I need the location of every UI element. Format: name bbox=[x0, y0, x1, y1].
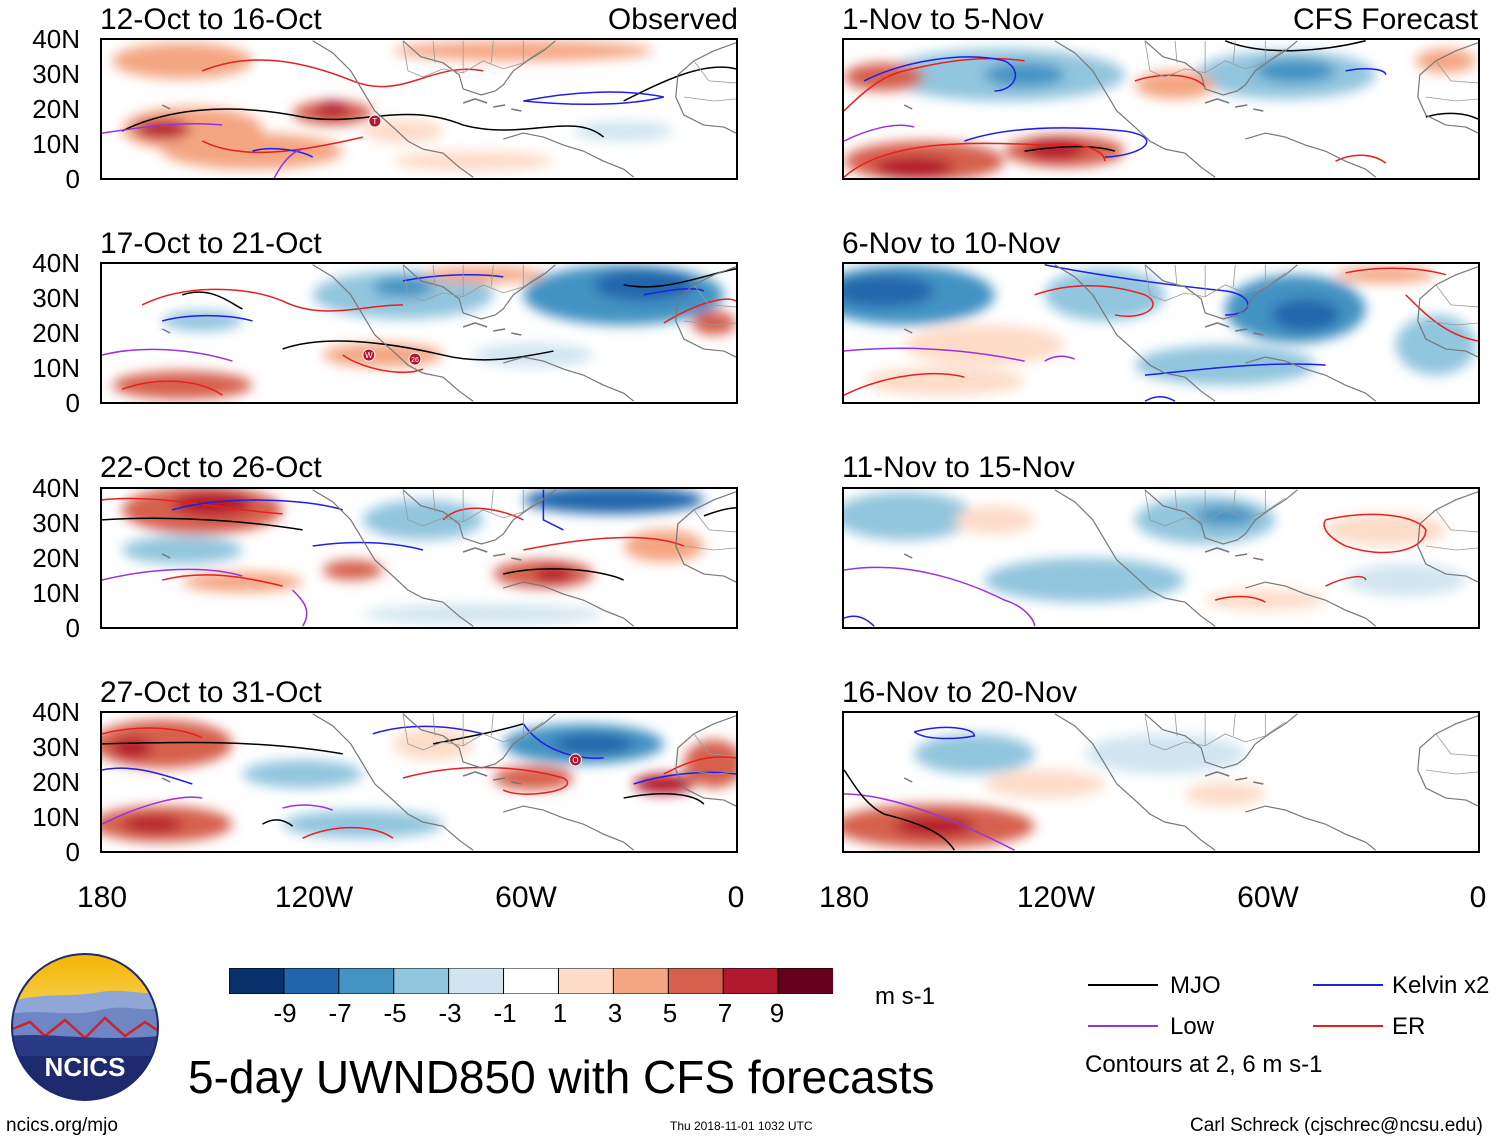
map-panel-obs-2: W 26 bbox=[100, 262, 738, 404]
contours-note: Contours at 2, 6 m s-1 bbox=[1085, 1051, 1323, 1078]
logo-text: NCICS bbox=[45, 1052, 126, 1082]
colorbar-swatch bbox=[503, 967, 560, 995]
legend-line-mjo bbox=[1088, 984, 1158, 986]
colorbar-swatch bbox=[557, 967, 615, 995]
legend-label-mjo: MJO bbox=[1170, 972, 1221, 999]
map-panel-obs-4: O bbox=[100, 711, 738, 853]
colorbar-swatch bbox=[448, 967, 505, 995]
colorbar-tick-label: -1 bbox=[493, 998, 517, 1028]
lon-label-180: 180 bbox=[76, 881, 128, 914]
panel-title-obs-4: 27-Oct to 31-Oct bbox=[100, 676, 322, 709]
map-panel-obs-1: T bbox=[100, 38, 738, 180]
lat-label-0: 0 bbox=[65, 613, 80, 643]
colorbar-tick-label: -7 bbox=[328, 998, 352, 1028]
colorbar-swatch bbox=[228, 967, 285, 995]
timestamp: Thu 2018-11-01 1032 UTC bbox=[670, 1119, 813, 1133]
colorbar-tick-label: 9 bbox=[769, 998, 785, 1028]
colorbar-tick-label: 3 bbox=[607, 998, 623, 1028]
lat-label-40n: 40N bbox=[32, 24, 80, 54]
lat-label-10n: 10N bbox=[32, 129, 80, 159]
lat-label-10n: 10N bbox=[32, 578, 80, 608]
colorbar-swatch bbox=[777, 967, 835, 995]
legend-label-er: ER bbox=[1392, 1013, 1426, 1040]
legend-line-low bbox=[1088, 1025, 1158, 1027]
lat-label-40n: 40N bbox=[32, 248, 80, 278]
colorbar-units: m s-1 bbox=[875, 983, 935, 1010]
storm-marker-icon: T bbox=[368, 114, 382, 128]
lat-label-10n: 10N bbox=[32, 802, 80, 832]
storm-marker-icon: W bbox=[362, 348, 376, 362]
lat-label-0: 0 bbox=[65, 837, 80, 867]
colorbar-tick-label: -3 bbox=[438, 998, 462, 1028]
storm-marker-icon: 26 bbox=[408, 352, 422, 366]
website-link[interactable]: ncics.org/mjo bbox=[6, 1115, 118, 1136]
colorbar-swatch bbox=[612, 967, 670, 995]
credit: Carl Schreck (cjschrec@ncsu.edu) bbox=[1190, 1115, 1483, 1136]
colorbar-swatch bbox=[393, 967, 450, 995]
legend-line-er bbox=[1313, 1025, 1383, 1027]
svg-text:26: 26 bbox=[411, 357, 419, 364]
panel-title-fcst-4: 16-Nov to 20-Nov bbox=[842, 676, 1078, 709]
svg-text:T: T bbox=[372, 117, 377, 126]
panel-title-obs-3: 22-Oct to 26-Oct bbox=[100, 451, 322, 484]
lat-label-20n: 20N bbox=[32, 94, 80, 124]
lon-label-0: 0 bbox=[1469, 881, 1487, 914]
panel-title-fcst-3: 11-Nov to 15-Nov bbox=[842, 451, 1075, 484]
panel-label-cfs-forecast: CFS Forecast bbox=[1292, 3, 1478, 36]
lat-label-20n: 20N bbox=[32, 318, 80, 348]
lat-label-40n: 40N bbox=[32, 697, 80, 727]
map-panel-fcst-2 bbox=[842, 262, 1480, 404]
figure-title: 5-day UWND850 with CFS forecasts bbox=[188, 1051, 935, 1103]
legend-label-low: Low bbox=[1170, 1013, 1215, 1040]
colorbar-tick-label: 7 bbox=[717, 998, 733, 1028]
legend-label-kelvin: Kelvin x2 bbox=[1392, 972, 1490, 999]
lat-label-30n: 30N bbox=[32, 59, 80, 89]
lat-label-20n: 20N bbox=[32, 767, 80, 797]
colorbar-swatch bbox=[338, 967, 395, 995]
colorbar-swatch bbox=[667, 967, 725, 995]
lon-label-60w: 60W bbox=[495, 881, 557, 914]
svg-text:O: O bbox=[572, 756, 578, 765]
lon-label-60w: 60W bbox=[1237, 881, 1299, 914]
lat-label-30n: 30N bbox=[32, 508, 80, 538]
colorbar-tick-label: 5 bbox=[662, 998, 678, 1028]
colorbar bbox=[228, 967, 835, 995]
colorbar-tick-label: -5 bbox=[383, 998, 407, 1028]
panel-title-obs-2: 17-Oct to 21-Oct bbox=[100, 227, 322, 260]
panel-title-obs-1: 12-Oct to 16-Oct bbox=[100, 3, 322, 36]
colorbar-tick-label: 1 bbox=[552, 998, 568, 1028]
lat-label-20n: 20N bbox=[32, 543, 80, 573]
lat-label-40n: 40N bbox=[32, 473, 80, 503]
svg-text:W: W bbox=[365, 351, 373, 360]
map-panel-obs-3 bbox=[100, 487, 738, 629]
lon-label-120w: 120W bbox=[1016, 881, 1096, 914]
map-panel-fcst-4 bbox=[842, 711, 1480, 853]
panel-title-fcst-2: 6-Nov to 10-Nov bbox=[842, 227, 1061, 260]
panel-label-observed: Observed bbox=[607, 3, 738, 36]
lat-label-30n: 30N bbox=[32, 283, 80, 313]
ncics-logo: NCICS bbox=[10, 952, 160, 1102]
colorbar-tick-label: -9 bbox=[273, 998, 297, 1028]
colorbar-swatch bbox=[722, 967, 780, 995]
lon-label-120w: 120W bbox=[274, 881, 354, 914]
panel-title-fcst-1: 1-Nov to 5-Nov bbox=[842, 3, 1044, 36]
colorbar-swatch bbox=[283, 967, 340, 995]
map-panel-fcst-1 bbox=[842, 38, 1480, 180]
lon-label-0: 0 bbox=[727, 881, 745, 914]
lon-label-180: 180 bbox=[818, 881, 870, 914]
lat-label-10n: 10N bbox=[32, 353, 80, 383]
legend-line-kelvin bbox=[1313, 984, 1383, 986]
lat-label-0: 0 bbox=[65, 164, 80, 194]
lat-label-0: 0 bbox=[65, 388, 80, 418]
storm-marker-icon: O bbox=[568, 753, 583, 767]
lat-label-30n: 30N bbox=[32, 732, 80, 762]
map-panel-fcst-3 bbox=[842, 487, 1480, 629]
